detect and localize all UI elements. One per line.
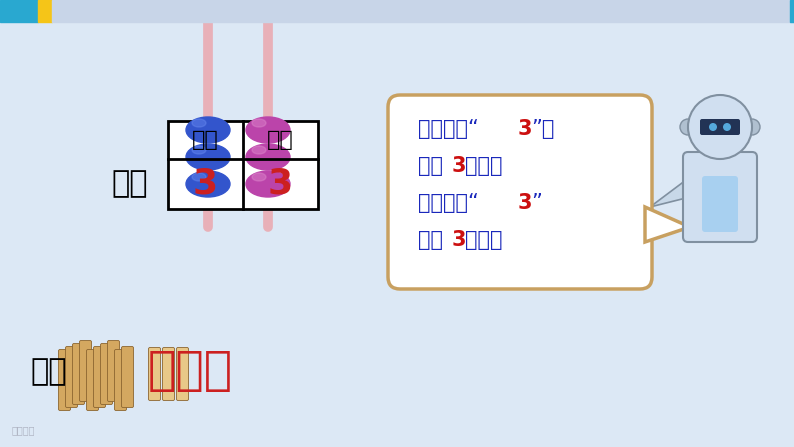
Text: 三十三: 三十三 (148, 350, 233, 395)
FancyBboxPatch shape (700, 119, 740, 135)
Ellipse shape (186, 171, 230, 197)
Text: 表示: 表示 (418, 156, 443, 176)
FancyBboxPatch shape (87, 350, 98, 410)
Bar (38, 0, 52, 22)
Polygon shape (645, 207, 690, 242)
FancyBboxPatch shape (121, 346, 133, 408)
Text: ”意: ”意 (531, 119, 554, 139)
Text: 读作: 读作 (30, 358, 67, 387)
Text: 表示: 表示 (418, 230, 443, 250)
Text: 个吗？: 个吗？ (465, 156, 503, 176)
Circle shape (723, 123, 731, 131)
Text: 十位: 十位 (192, 130, 219, 150)
FancyBboxPatch shape (65, 346, 78, 408)
Ellipse shape (252, 146, 266, 154)
Polygon shape (650, 177, 690, 207)
Circle shape (680, 119, 696, 135)
Bar (790, 0, 794, 22)
Text: 为想奋斗: 为想奋斗 (12, 425, 36, 435)
Text: 个位: 个位 (267, 130, 294, 150)
FancyBboxPatch shape (72, 343, 84, 405)
Text: 3: 3 (452, 156, 467, 176)
FancyBboxPatch shape (388, 95, 652, 289)
Bar (52, 0, 794, 22)
Ellipse shape (192, 119, 206, 127)
Text: 十位上的“: 十位上的“ (418, 119, 479, 139)
FancyBboxPatch shape (101, 343, 113, 405)
FancyBboxPatch shape (79, 341, 91, 401)
Text: 个位上的“: 个位上的“ (418, 193, 479, 213)
FancyBboxPatch shape (114, 350, 126, 410)
Text: 个一。: 个一。 (465, 230, 503, 250)
Ellipse shape (252, 173, 266, 181)
FancyBboxPatch shape (176, 347, 188, 401)
Circle shape (709, 123, 717, 131)
Circle shape (688, 95, 752, 159)
Ellipse shape (246, 117, 290, 143)
Ellipse shape (252, 119, 266, 127)
Text: ”: ” (531, 193, 542, 213)
Text: 3: 3 (268, 167, 293, 201)
FancyBboxPatch shape (702, 176, 738, 232)
Text: 3: 3 (518, 119, 533, 139)
Bar (168, 121, 318, 209)
Text: 3: 3 (518, 193, 533, 213)
Ellipse shape (186, 144, 230, 170)
Text: 写作: 写作 (112, 169, 148, 198)
FancyBboxPatch shape (148, 347, 160, 401)
Bar (0, 0, 38, 22)
Ellipse shape (186, 117, 230, 143)
Ellipse shape (246, 171, 290, 197)
Text: 3: 3 (193, 167, 218, 201)
Ellipse shape (192, 146, 206, 154)
FancyBboxPatch shape (163, 347, 175, 401)
Circle shape (744, 119, 760, 135)
Text: 3: 3 (452, 230, 467, 250)
Ellipse shape (192, 173, 206, 181)
FancyBboxPatch shape (107, 341, 120, 401)
FancyBboxPatch shape (94, 346, 106, 408)
FancyBboxPatch shape (59, 350, 71, 410)
Ellipse shape (246, 144, 290, 170)
FancyBboxPatch shape (683, 152, 757, 242)
